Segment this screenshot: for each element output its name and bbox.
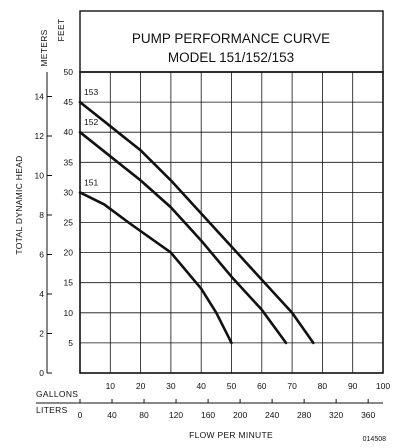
- y-tick-meters: 12: [35, 131, 45, 141]
- x-tick-liters: 40: [107, 410, 117, 420]
- chart-title: PUMP PERFORMANCE CURVE: [132, 31, 330, 46]
- y-unit-feet: FEET: [56, 19, 66, 42]
- curve-label-152: 152: [84, 117, 98, 127]
- y-tick-meters: 4: [39, 289, 44, 299]
- x-tick-liters: 200: [233, 410, 247, 420]
- title-panel: [79, 10, 384, 73]
- y-tick-feet: 15: [64, 278, 74, 288]
- y-tick-feet: 25: [64, 218, 74, 228]
- plot-frame: [79, 71, 384, 374]
- chart-subtitle: MODEL 151/152/153: [168, 50, 294, 65]
- y-tick-feet: 10: [64, 308, 74, 318]
- x-tick-gallons: 80: [318, 381, 328, 391]
- x-tick-gallons: 90: [348, 381, 358, 391]
- y-tick-meters: 10: [35, 170, 45, 180]
- x-tick-gallons: 60: [257, 381, 267, 391]
- x-tick-gallons: 50: [227, 381, 237, 391]
- x-tick-liters: 160: [201, 410, 215, 420]
- curve-152: [78, 130, 288, 345]
- y-tick-feet: 40: [64, 127, 74, 137]
- x-tick-gallons: 70: [287, 381, 297, 391]
- ticks: 10 20 30 40 50 60 70 80 90 1005101520253035404550…: [35, 67, 391, 420]
- curve-153: [78, 100, 315, 345]
- x-tick-liters: 240: [265, 410, 279, 420]
- x-tick-gallons: 30: [166, 381, 176, 391]
- x-tick-liters: 320: [329, 410, 343, 420]
- y-tick-feet: 35: [64, 157, 74, 167]
- y-tick-feet: 20: [64, 248, 74, 258]
- x-tick-liters: 280: [297, 410, 311, 420]
- y-tick-feet: 50: [64, 67, 74, 77]
- x-unit-gallons: GALLONS: [36, 389, 78, 399]
- x-tick-gallons: 40: [196, 381, 206, 391]
- y-axis-label: TOTAL DYNAMIC HEAD: [14, 155, 24, 254]
- x-tick-gallons: 20: [136, 381, 146, 391]
- curve-151: [78, 191, 233, 345]
- y-unit-meters: METERS: [39, 29, 49, 66]
- y-tick-meters: 0: [39, 368, 44, 378]
- y-tick-meters: 8: [39, 210, 44, 220]
- curve-label-151: 151: [84, 177, 98, 187]
- x-tick-gallons: 10: [106, 381, 116, 391]
- drawing-code: 014508: [363, 436, 386, 443]
- x-tick-liters: 0: [78, 410, 83, 420]
- grid: [80, 72, 383, 373]
- y-tick-feet: 5: [68, 338, 73, 348]
- x-tick-liters: 360: [361, 410, 375, 420]
- y-tick-meters: 2: [39, 328, 44, 338]
- x-axis-label: FLOW PER MINUTE: [189, 430, 273, 440]
- x-tick-liters: 80: [139, 410, 149, 420]
- x-unit-liters: LITERS: [36, 405, 68, 415]
- x-tick-gallons: 100: [376, 381, 390, 391]
- x-tick-liters: 120: [169, 410, 183, 420]
- y-tick-meters: 14: [35, 91, 45, 101]
- y-tick-feet: 30: [64, 187, 74, 197]
- curve-label-153: 153: [84, 87, 98, 97]
- y-tick-meters: 6: [39, 249, 44, 259]
- y-tick-feet: 45: [64, 97, 74, 107]
- curves: 153 152 151: [78, 87, 315, 345]
